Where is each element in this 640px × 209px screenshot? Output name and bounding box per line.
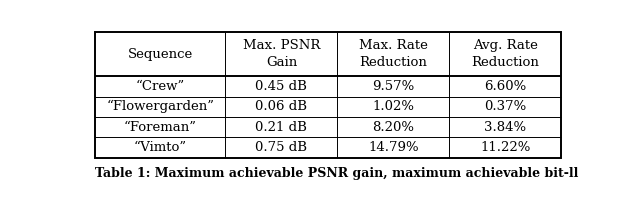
Text: 11.22%: 11.22%: [480, 141, 531, 154]
Text: 0.45 dB: 0.45 dB: [255, 80, 307, 93]
Text: Max. Rate
Reduction: Max. Rate Reduction: [359, 39, 428, 69]
Text: 0.21 dB: 0.21 dB: [255, 121, 307, 134]
Text: “Flowergarden”: “Flowergarden”: [106, 100, 214, 113]
Text: Avg. Rate
Reduction: Avg. Rate Reduction: [471, 39, 539, 69]
Text: 9.57%: 9.57%: [372, 80, 414, 93]
Bar: [95, 32, 561, 158]
Text: 1.02%: 1.02%: [372, 100, 414, 113]
Text: 0.06 dB: 0.06 dB: [255, 100, 307, 113]
Text: 6.60%: 6.60%: [484, 80, 526, 93]
Text: “Crew”: “Crew”: [136, 80, 185, 93]
Text: Max. PSNR
Gain: Max. PSNR Gain: [243, 39, 320, 69]
Text: 3.84%: 3.84%: [484, 121, 526, 134]
Text: 0.37%: 0.37%: [484, 100, 526, 113]
Text: 0.75 dB: 0.75 dB: [255, 141, 307, 154]
Text: “Foreman”: “Foreman”: [124, 121, 196, 134]
Text: 14.79%: 14.79%: [368, 141, 419, 154]
Text: Table 1: Maximum achievable PSNR gain, maximum achievable bit-ll: Table 1: Maximum achievable PSNR gain, m…: [95, 167, 579, 180]
Text: Sequence: Sequence: [127, 48, 193, 61]
Text: 8.20%: 8.20%: [372, 121, 414, 134]
Text: “Vimto”: “Vimto”: [134, 141, 187, 154]
